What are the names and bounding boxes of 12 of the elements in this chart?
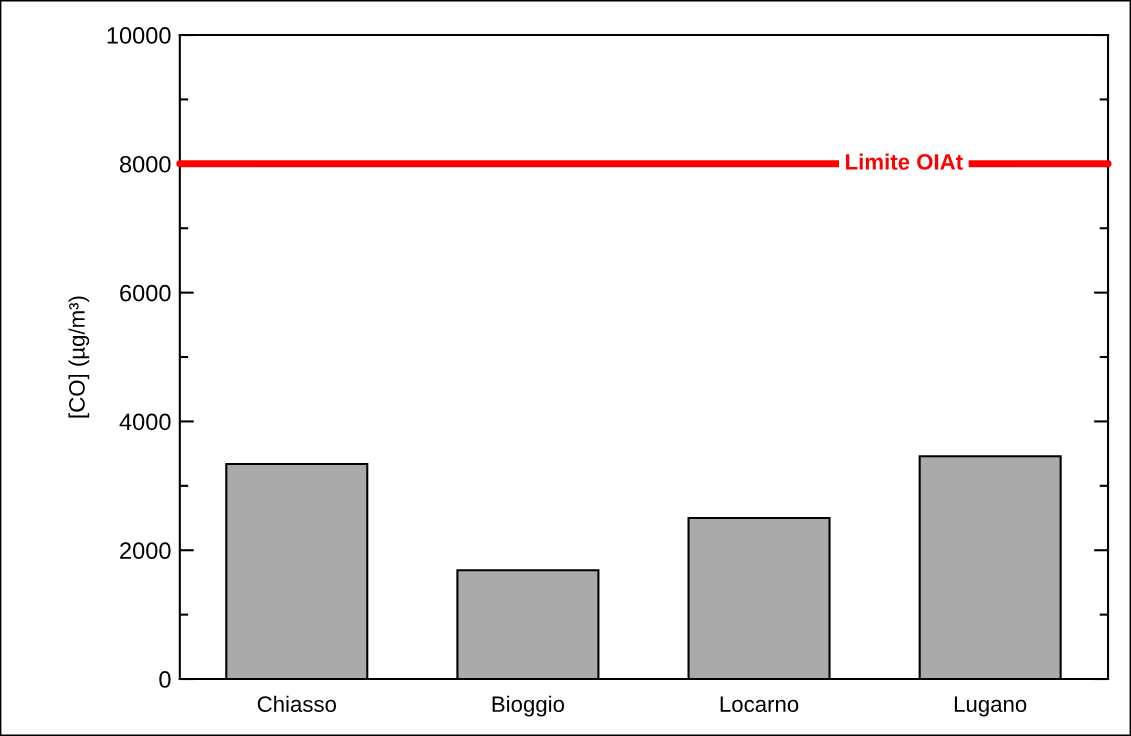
y-tick-label: 6000 — [120, 284, 171, 302]
x-tick-label: Locarno — [720, 696, 799, 713]
x-tick-label: Chiasso — [257, 695, 336, 713]
x-tick-label: Lugano — [954, 696, 1027, 717]
ref-line-label: Limite OIAt — [846, 153, 963, 170]
y-tick-label: 2000 — [120, 542, 171, 560]
y-axis-title: [CO] (µg/m³) — [68, 296, 90, 418]
y-tick-label: 4000 — [119, 413, 171, 431]
y-tick-label: 8000 — [120, 155, 171, 173]
y-tick-label: 0 — [159, 671, 171, 688]
x-tick-label: Bioggio — [492, 695, 565, 717]
y-tick-label: 10000 — [107, 27, 171, 44]
